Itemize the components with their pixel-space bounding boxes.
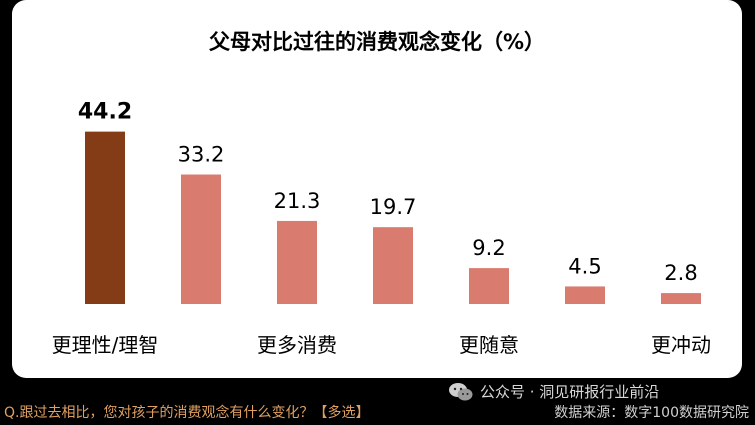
data-source: 数据来源：数字100数据研究院 [554,405,749,421]
watermark: 公众号 · 洞见研报行业前沿 [448,381,659,402]
bar-0 [85,131,125,304]
category-label-6: 更冲动 [651,333,711,357]
watermark-text: 公众号 · 洞见研报行业前沿 [480,383,660,401]
bar-2 [277,220,317,304]
category-label-0: 更理性/理智 [52,333,159,357]
data-label-2: 21.3 [274,189,321,213]
bar-1 [181,174,221,304]
bar-4 [469,268,509,304]
chart-title: 父母对比过往的消费观念变化（%） [208,30,546,54]
bar-6 [661,293,701,304]
data-label-5: 4.5 [568,254,601,278]
data-label-1: 33.2 [178,143,225,167]
data-label-3: 19.7 [370,195,417,219]
data-label-6: 2.8 [664,261,697,285]
survey-question: Q.跟过去相比，您对孩子的消费观念有什么变化？【多选】 [4,405,370,421]
category-label-4: 更随意 [459,333,519,357]
bar-3 [373,227,413,304]
data-label-0: 44.2 [78,100,132,125]
bar-chart: 44.2 更理性/理智 33.2 21.3 更多消费 19.7 9.2 更随意 4.5 2.8 更冲… [52,100,711,357]
category-label-2: 更多消费 [257,333,337,357]
bar-5 [565,286,605,304]
wechat-icon [449,382,473,400]
data-label-4: 9.2 [472,236,505,260]
chart-card: 父母对比过往的消费观念变化（%） 44.2 更理性/理智 33.2 21.3 更多消费 1… [12,0,742,378]
